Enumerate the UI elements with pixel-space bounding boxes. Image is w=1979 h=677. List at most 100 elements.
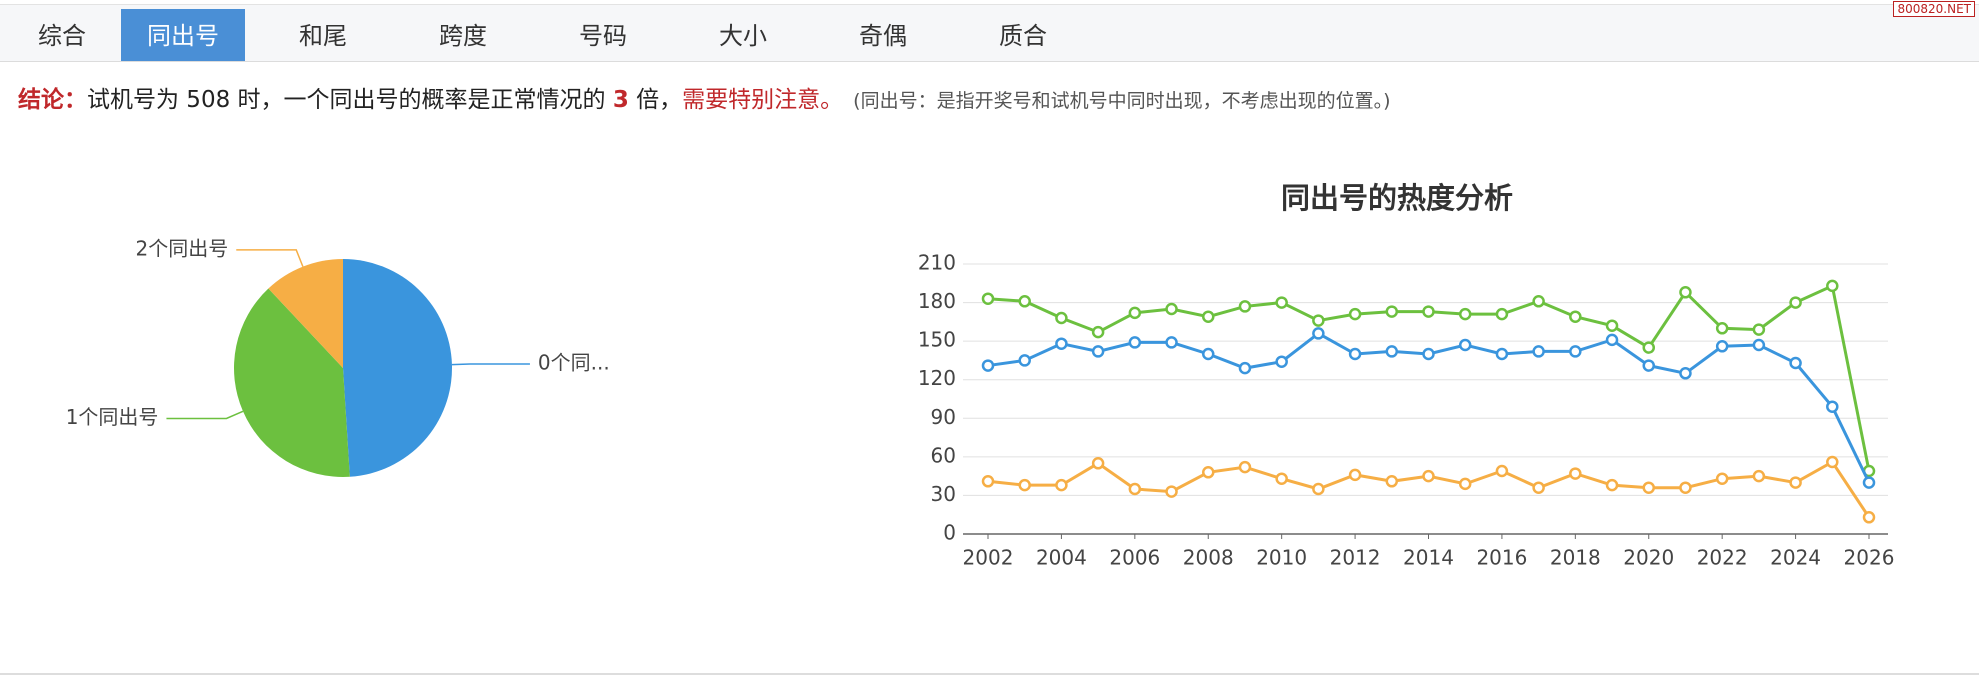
point [1642, 359, 1655, 372]
x-tick-label: 2022 [1697, 546, 1748, 570]
point [1055, 337, 1068, 350]
point [1348, 347, 1362, 361]
point [1055, 478, 1068, 492]
point [1275, 472, 1288, 485]
tab[interactable]: 和尾 [299, 22, 347, 50]
point [1275, 296, 1288, 309]
point [1826, 279, 1839, 293]
leader-line [166, 410, 244, 420]
point [1605, 478, 1619, 492]
pie-slice [268, 259, 343, 368]
point [1642, 341, 1655, 354]
point [1275, 355, 1288, 368]
y-tick-label: 30 [931, 482, 956, 506]
point [1238, 361, 1252, 375]
point [1202, 347, 1215, 361]
y-tick-label: 180 [918, 289, 956, 313]
point [1862, 511, 1876, 524]
point [1018, 295, 1031, 308]
point [1532, 481, 1545, 494]
tab[interactable]: 综合 [38, 22, 86, 50]
conclusion-multiple: 3 [612, 87, 629, 113]
tab[interactable]: 同出号 [121, 9, 245, 61]
point [1789, 296, 1802, 309]
x-tick-label: 2004 [1036, 546, 1087, 570]
point [1202, 310, 1215, 323]
point [1458, 307, 1472, 321]
leader-line [451, 363, 530, 366]
chart-title: 同出号的热度分析 [1281, 181, 1513, 215]
x-tick-label: 2026 [1844, 546, 1895, 570]
point [1715, 472, 1729, 485]
point [1495, 464, 1509, 478]
y-tick-label: 60 [931, 443, 956, 467]
point [1642, 481, 1655, 494]
point [1312, 314, 1325, 327]
y-tick-label: 90 [931, 405, 956, 429]
point [1752, 323, 1766, 336]
point [1495, 307, 1509, 321]
point [1679, 481, 1692, 494]
x-tick-label: 2014 [1403, 546, 1454, 570]
y-tick-label: 150 [918, 328, 956, 352]
point [1532, 295, 1545, 308]
tab[interactable]: 跨度 [439, 22, 487, 50]
conclusion-text: 试机号为 508 时，一个同出号的概率是正常情况的 [87, 87, 606, 113]
point [1458, 477, 1472, 491]
point [1569, 467, 1582, 480]
x-tick-label: 2008 [1183, 546, 1234, 570]
point [1826, 400, 1839, 413]
point [981, 292, 995, 305]
point [1165, 485, 1178, 498]
point [1091, 345, 1105, 358]
point [1532, 345, 1545, 358]
point [1752, 469, 1766, 483]
tab[interactable]: 奇偶 [859, 22, 907, 50]
point [1128, 482, 1142, 496]
x-tick-label: 2006 [1109, 546, 1160, 570]
point [981, 359, 995, 372]
point [1679, 286, 1692, 299]
pie-slice [234, 288, 350, 477]
tab[interactable]: 号码 [579, 22, 627, 50]
point [1422, 469, 1435, 483]
conclusion-warning: 需要特别注意。 [682, 87, 844, 113]
tab[interactable]: 大小 [719, 22, 767, 50]
point [1679, 367, 1692, 380]
point [1715, 322, 1729, 335]
point [1569, 310, 1582, 323]
x-tick-label: 2018 [1550, 546, 1601, 570]
point [981, 475, 995, 488]
point [1495, 347, 1509, 361]
point [1715, 340, 1729, 353]
y-tick-label: 210 [918, 251, 956, 275]
point [1348, 468, 1362, 482]
x-tick-label: 2002 [963, 546, 1014, 570]
point [1348, 307, 1362, 321]
pie-label: 1个同出号 [66, 405, 159, 429]
point [1385, 475, 1399, 488]
x-tick-label: 2012 [1330, 546, 1381, 570]
point [1128, 306, 1142, 320]
point [1165, 336, 1178, 349]
point [1569, 345, 1582, 358]
point [1385, 305, 1399, 318]
conclusion-unit: 倍， [636, 87, 683, 113]
point [1128, 336, 1142, 349]
pie-slice [343, 259, 452, 477]
point [1789, 356, 1802, 370]
leader-line [236, 249, 304, 267]
watermark: 800820.NET [1893, 1, 1975, 17]
point [1422, 347, 1435, 361]
point [1018, 478, 1031, 492]
x-tick-label: 2024 [1770, 546, 1821, 570]
tab[interactable]: 质合 [999, 22, 1047, 50]
conclusion: 结论：试机号为 508 时，一个同出号的概率是正常情况的 3 倍，需要特别注意。… [18, 80, 1391, 114]
point [1752, 338, 1766, 352]
y-tick-label: 0 [943, 521, 956, 545]
point [1826, 455, 1839, 469]
x-tick-label: 2010 [1256, 546, 1307, 570]
x-tick-label: 2020 [1623, 546, 1674, 570]
point [1055, 311, 1068, 325]
